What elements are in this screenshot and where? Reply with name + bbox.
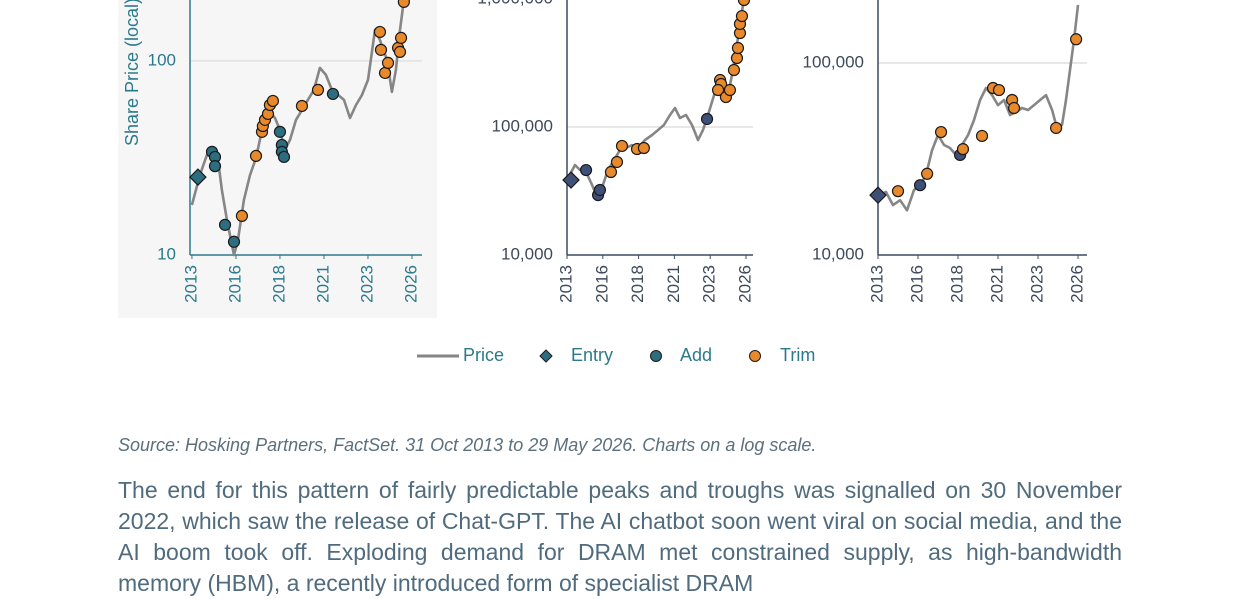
body-paragraph: The end for this pattern of fairly predi… (118, 477, 1122, 596)
x-tick-label: 2013 (556, 265, 575, 303)
point-marker (737, 0, 751, 7)
x-tick-label: 2018 (269, 265, 288, 303)
y-tick-label: 100,000 (492, 116, 553, 135)
point-marker (393, 45, 407, 58)
point-marker (218, 218, 232, 231)
point-marker (723, 83, 737, 97)
x-tick-label: 2026 (735, 265, 754, 303)
point-marker (266, 94, 280, 108)
point-marker (235, 209, 249, 223)
x-tick-label: 2013 (181, 265, 200, 303)
x-tick-label: 2016 (592, 265, 611, 303)
y-axis-label: Share Price (local) (122, 0, 142, 146)
point-marker (1007, 101, 1021, 115)
point-marker (735, 9, 749, 23)
point-marker (373, 25, 387, 39)
x-tick-label: 2013 (867, 265, 886, 303)
point-marker (934, 125, 948, 139)
point-marker (637, 141, 650, 155)
point-marker (394, 31, 408, 44)
x-tick-label: 2018 (947, 265, 966, 303)
entry-marker (562, 171, 580, 189)
point-marker (311, 83, 325, 97)
legend-label: Entry (571, 345, 613, 365)
x-tick-label: 2026 (1068, 265, 1087, 303)
x-tick-label: 2021 (988, 265, 1007, 303)
point-marker (913, 179, 927, 192)
legend-diamond (539, 349, 553, 363)
point-marker (295, 99, 309, 113)
y-tick-label: 10,000 (501, 244, 553, 263)
x-tick-label: 2026 (401, 265, 420, 303)
point-marker (711, 83, 725, 97)
y-tick-label: 1,000,000 (477, 0, 553, 7)
y-tick-label: 100 (148, 50, 176, 69)
point-marker (615, 139, 629, 153)
price-line (877, 4, 1080, 212)
source-note: Source: Hosking Partners, FactSet. 31 Oc… (118, 435, 817, 455)
y-tick-label: 10 (157, 244, 176, 263)
point-marker (381, 56, 395, 69)
point-marker (921, 167, 934, 180)
price-line (565, 0, 746, 202)
point-marker (1050, 121, 1063, 135)
legend-label: Trim (780, 345, 815, 365)
point-marker (249, 149, 263, 163)
point-marker (992, 83, 1006, 97)
page: 10 100 2013 2016 2018 2021 2023 2026 Share Price… (118, 0, 1122, 596)
legend-label: Add (680, 345, 712, 365)
point-marker (326, 87, 340, 101)
point-marker (374, 43, 388, 56)
legend-circle (749, 350, 761, 362)
point-marker (593, 183, 607, 197)
point-marker (730, 51, 744, 65)
point-marker (700, 112, 714, 126)
point-marker (731, 41, 745, 55)
point-marker (378, 66, 392, 80)
x-tick-label: 2018 (628, 265, 647, 303)
point-marker (891, 185, 905, 198)
point-marker (208, 160, 222, 173)
x-tick-label: 2023 (357, 265, 376, 303)
point-marker (727, 63, 741, 77)
x-tick-label: 2023 (700, 265, 719, 303)
x-tick-label: 2023 (1028, 265, 1047, 303)
legend-circle (650, 350, 662, 362)
point-marker (579, 163, 593, 177)
x-tick-label: 2016 (907, 265, 926, 303)
x-tick-label: 2021 (664, 265, 683, 303)
legend-label: Price (463, 345, 504, 365)
point-marker (975, 129, 989, 143)
x-tick-label: 2021 (313, 265, 332, 303)
point-marker (604, 165, 618, 179)
point-marker (610, 155, 624, 169)
point-marker (227, 235, 241, 248)
point-marker (956, 143, 970, 156)
entry-marker (189, 168, 207, 186)
entry-marker (869, 186, 887, 205)
charts: 10 100 2013 2016 2018 2021 2023 2026 Share Price… (121, 0, 1087, 365)
point-marker (273, 125, 287, 138)
point-marker (397, 0, 410, 9)
x-tick-label: 2016 (225, 265, 244, 303)
point-marker (277, 150, 291, 164)
y-tick-label: 10,000 (812, 244, 864, 263)
point-marker (1070, 33, 1083, 46)
y-tick-label: 100,000 (803, 53, 864, 72)
